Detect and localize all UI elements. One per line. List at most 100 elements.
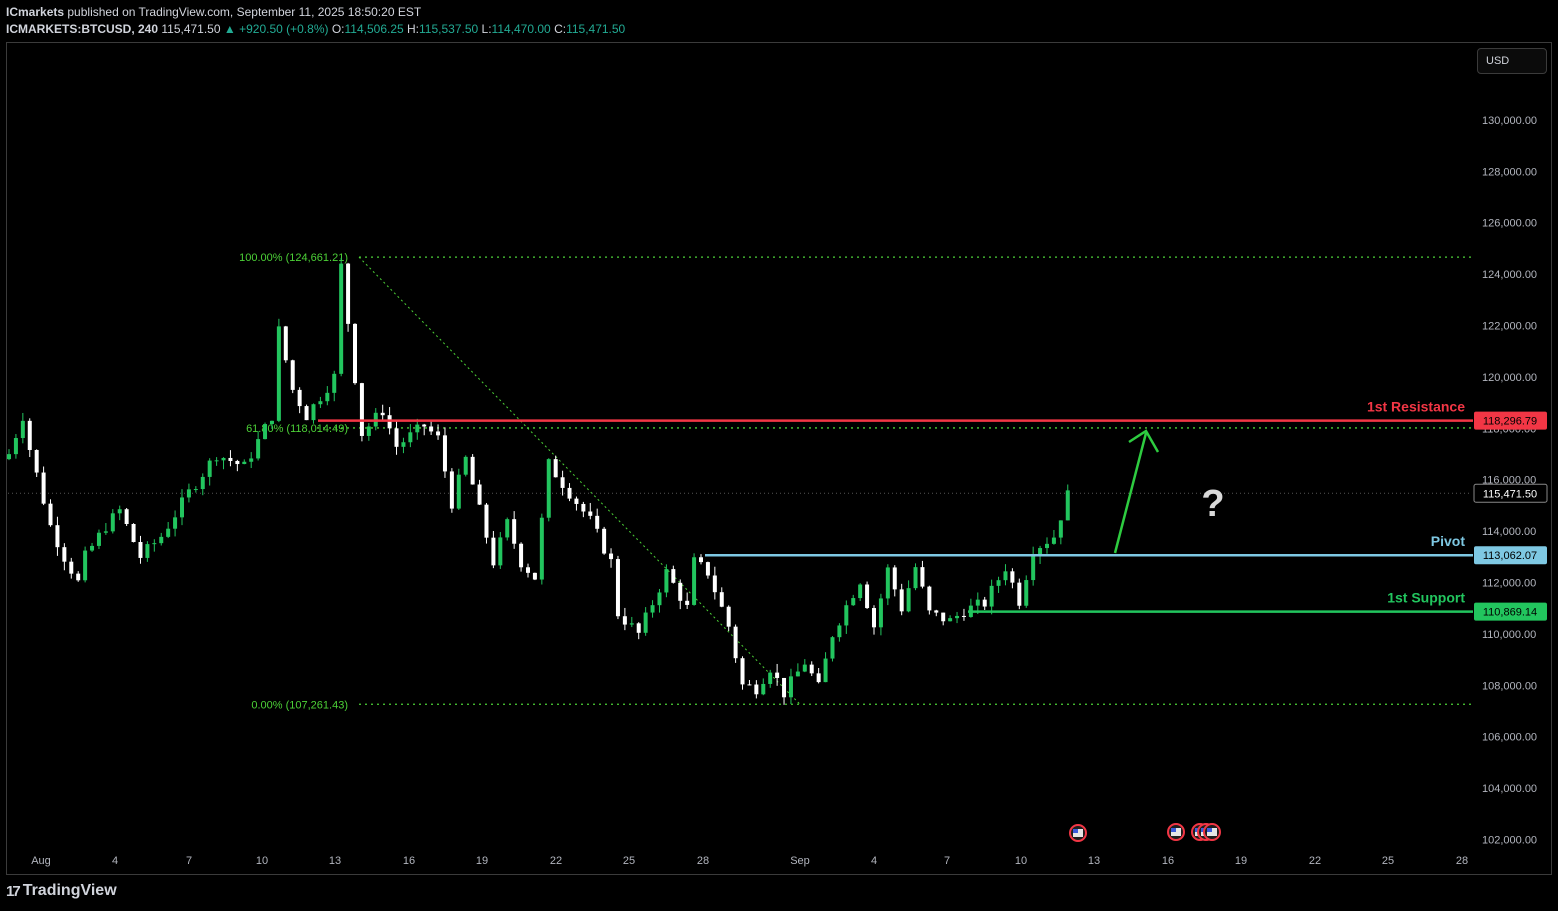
candle-body: [138, 542, 143, 558]
y-tick-label: 110,000.00: [1482, 629, 1536, 641]
candle-body: [595, 515, 600, 529]
candle-body: [394, 428, 399, 447]
fib-level-label: 61.80% (118,014.49): [246, 423, 348, 435]
x-tick-label: 7: [944, 855, 950, 867]
candle-body: [761, 683, 766, 695]
close-label: C:: [554, 22, 567, 36]
candle-body: [152, 543, 157, 545]
candle-body: [359, 383, 364, 436]
y-tick-label: 106,000.00: [1482, 732, 1537, 744]
candle-body: [27, 420, 32, 451]
last-price-text: 115,471.50: [161, 22, 221, 36]
y-tick-label: 120,000.00: [1482, 372, 1537, 384]
candle-body: [671, 569, 676, 583]
candle-body: [602, 528, 607, 554]
candle-body: [353, 323, 357, 384]
candle-body: [546, 459, 551, 518]
candle-body: [228, 457, 233, 461]
x-tick-label: Sep: [790, 855, 810, 867]
last-price-text: 115,471.50: [1483, 488, 1537, 500]
candle-body: [90, 545, 95, 551]
price-chart[interactable]: 102,000.00 104,000.00 106,000.00 108,000.00…: [0, 0, 1558, 880]
candle-body: [664, 569, 669, 593]
projection-arrow-head: [1128, 429, 1160, 453]
symbol-label[interactable]: ICMARKETS:BTCUSD, 240: [6, 22, 159, 36]
x-tick-label: 13: [329, 855, 341, 867]
change-text: ▲ +920.50 (+0.8%): [223, 22, 329, 36]
candle-body: [1045, 543, 1049, 549]
candle-body: [186, 489, 191, 498]
candle-body: [318, 401, 323, 405]
low-value: 114,470.00: [491, 22, 551, 36]
candle-body: [1003, 571, 1008, 581]
question-mark-icon: ?: [1201, 483, 1224, 525]
candle-body: [526, 567, 530, 573]
chart-frame[interactable]: [6, 42, 1552, 875]
y-tick-label: 112,000.00: [1482, 578, 1536, 590]
candle-body: [505, 519, 510, 538]
candle-body: [754, 684, 759, 695]
candle-body: [55, 525, 60, 548]
publisher-name: ICmarkets: [6, 5, 65, 19]
candle-body: [463, 456, 468, 475]
level-price-text: 118,296.79: [1483, 416, 1537, 428]
candle-body: [332, 373, 337, 393]
candle-body: [588, 511, 593, 516]
candle-body: [498, 537, 503, 566]
candle-body: [1024, 580, 1029, 606]
candle-body: [996, 580, 1001, 586]
candle-body: [221, 457, 226, 461]
candle-body: [872, 608, 876, 628]
x-tick-label: 4: [871, 855, 877, 867]
candle-body: [865, 584, 870, 609]
level-name-label: 1st Support: [1387, 590, 1465, 606]
level-price-tag: [1474, 602, 1547, 621]
candle-body: [740, 658, 745, 685]
currency-button[interactable]: USD: [1477, 48, 1547, 74]
y-tick-label: 128,000.00: [1482, 166, 1537, 178]
us-flag-canton-icon: [1207, 828, 1212, 832]
candle-body: [989, 585, 994, 607]
tradingview-logo[interactable]: 17 TradingView: [6, 882, 117, 900]
x-tick-label: 7: [186, 855, 192, 867]
publish-info: ICmarkets published on TradingView.com, …: [6, 5, 421, 19]
candle-body: [878, 598, 883, 628]
candle-body: [408, 432, 413, 443]
close-value: 115,471.50: [566, 22, 626, 36]
candle-body: [574, 498, 579, 504]
candle-body: [449, 471, 454, 509]
x-tick-label: 10: [256, 855, 268, 867]
candle-body: [712, 575, 717, 593]
candle-body: [117, 509, 122, 514]
candle-body: [380, 412, 385, 416]
candle-body: [13, 438, 18, 455]
candle-body: [1010, 571, 1015, 583]
x-tick-label: 19: [476, 855, 488, 867]
candle-body: [899, 589, 904, 612]
candle-body: [567, 487, 572, 499]
candle-body: [207, 460, 212, 477]
candle-body: [297, 389, 302, 407]
level-price-tag: [1474, 411, 1547, 430]
candle-body: [304, 406, 309, 421]
fib-level-label: 100.00% (124,661.21): [239, 252, 348, 264]
candle-body: [20, 420, 25, 439]
candle-body: [166, 528, 171, 537]
x-tick-label: 16: [1162, 855, 1174, 867]
level-name-label: 1st Resistance: [1367, 399, 1465, 415]
candle-body: [325, 392, 330, 402]
x-tick-label: 22: [550, 855, 562, 867]
candle-body: [955, 615, 960, 619]
candle-body: [629, 623, 634, 625]
x-tick-label: Aug: [31, 855, 51, 867]
candle-body: [1031, 555, 1036, 581]
candle-body: [519, 543, 524, 568]
candle-body: [124, 509, 129, 524]
candle-body: [456, 474, 461, 509]
candle-body: [249, 458, 254, 462]
candle-body: [7, 454, 11, 460]
candle-body: [276, 326, 281, 421]
high-label: H:: [407, 22, 420, 36]
candle-body: [609, 553, 614, 560]
candle-body: [62, 547, 67, 562]
